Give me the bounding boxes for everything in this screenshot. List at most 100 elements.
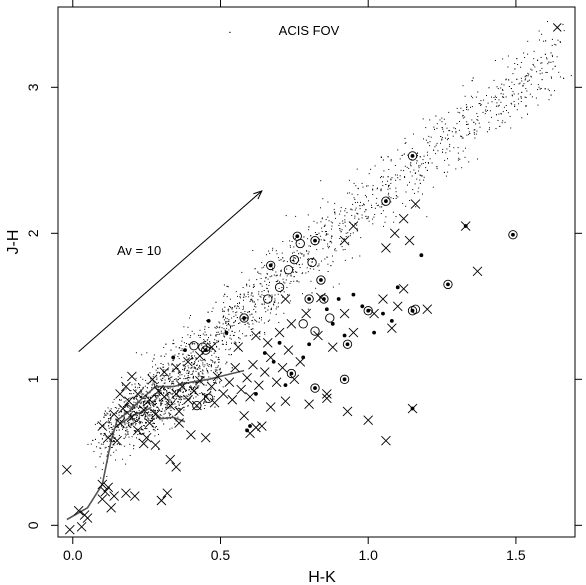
field-star <box>473 121 475 123</box>
filled-dot-marker <box>254 392 258 396</box>
cross-marker <box>381 243 391 253</box>
field-star <box>510 102 512 104</box>
field-star <box>231 317 233 319</box>
field-star <box>167 398 169 400</box>
field-star <box>154 435 156 437</box>
field-star <box>273 303 274 305</box>
field-star <box>127 422 129 424</box>
field-star <box>178 401 179 403</box>
field-star <box>520 62 522 63</box>
field-star <box>238 307 240 309</box>
field-star <box>213 352 215 354</box>
field-star <box>174 354 176 356</box>
field-star <box>90 443 92 445</box>
field-star <box>364 194 366 196</box>
field-star <box>219 367 221 369</box>
field-star <box>234 341 236 343</box>
field-star <box>160 392 162 394</box>
field-star <box>413 133 414 135</box>
field-star <box>159 414 161 416</box>
field-star <box>228 313 230 315</box>
field-star <box>225 349 227 351</box>
field-star <box>381 176 382 177</box>
field-star <box>129 393 131 395</box>
field-star <box>418 165 420 167</box>
field-star <box>135 396 137 398</box>
field-star <box>520 96 522 98</box>
field-star <box>380 213 382 214</box>
filled-dot-marker <box>446 282 450 287</box>
field-star <box>293 280 295 282</box>
field-star <box>95 438 96 440</box>
field-star <box>292 252 293 254</box>
field-star <box>190 367 192 369</box>
cross-marker <box>363 415 374 426</box>
field-star <box>293 246 295 248</box>
field-star <box>103 442 104 444</box>
field-star <box>319 235 321 237</box>
field-star <box>155 399 157 401</box>
field-star <box>225 334 227 336</box>
field-star <box>284 282 286 284</box>
field-star <box>250 298 252 300</box>
field-star <box>488 87 490 89</box>
field-star <box>139 396 141 398</box>
field-star <box>371 207 373 208</box>
field-star <box>141 354 143 356</box>
field-star <box>322 248 324 250</box>
field-star <box>326 256 328 258</box>
open-circle-marker <box>443 279 453 290</box>
field-star <box>267 309 269 311</box>
cross-marker <box>327 342 338 353</box>
cross-marker <box>230 362 241 373</box>
field-star <box>144 385 146 387</box>
field-star <box>423 155 425 157</box>
field-star <box>551 44 553 46</box>
field-star <box>129 407 131 409</box>
field-star <box>305 272 307 274</box>
cross-marker <box>115 389 125 399</box>
field-star <box>436 127 438 129</box>
field-star <box>137 434 139 435</box>
open-circle-marker <box>204 393 214 403</box>
field-star <box>134 418 136 419</box>
field-star <box>392 211 394 213</box>
field-star <box>180 383 182 385</box>
field-star <box>154 423 155 424</box>
field-star <box>181 374 183 376</box>
field-star <box>429 141 431 143</box>
field-star <box>530 83 532 85</box>
field-star <box>182 396 184 398</box>
field-star <box>165 374 167 376</box>
field-star <box>178 377 180 379</box>
field-star <box>562 23 564 25</box>
cross-marker <box>262 337 273 348</box>
field-star <box>137 395 138 397</box>
field-star <box>292 260 294 262</box>
field-star <box>429 158 431 160</box>
field-star <box>193 397 194 399</box>
field-star <box>187 395 189 397</box>
open-circle-marker <box>304 294 314 304</box>
field-star <box>268 291 269 293</box>
field-star <box>254 301 255 303</box>
field-star <box>211 354 213 356</box>
field-star <box>130 390 132 392</box>
field-star <box>152 366 153 368</box>
field-star <box>267 320 269 322</box>
field-star <box>156 372 158 374</box>
field-star <box>473 132 475 134</box>
field-star <box>404 137 406 139</box>
field-star <box>135 389 137 391</box>
field-star <box>166 418 168 420</box>
field-star <box>254 305 255 307</box>
field-star <box>111 428 113 430</box>
field-star <box>178 408 180 410</box>
field-star <box>194 386 196 388</box>
field-star <box>259 283 261 285</box>
field-star <box>104 410 106 412</box>
field-star <box>500 93 502 95</box>
field-star <box>191 367 193 369</box>
filled-dot-marker <box>283 383 288 388</box>
field-star <box>307 308 309 310</box>
